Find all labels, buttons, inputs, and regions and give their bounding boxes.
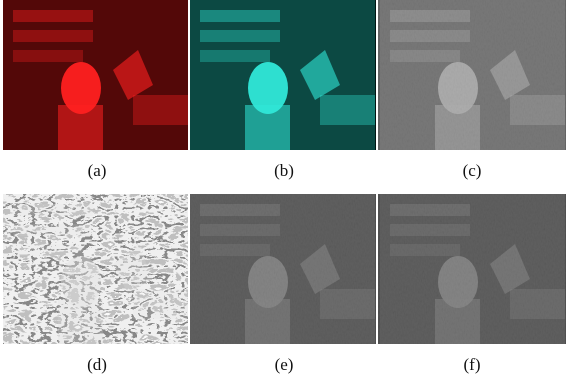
figure: (a) (b) (c) (d) (e) (f) (0, 0, 570, 383)
caption: (a) (88, 161, 107, 180)
page: (a) (b) (c) (d) (e) (f) (() => { const d… (0, 0, 570, 383)
caption: (f) (464, 355, 481, 374)
panel-c (378, 0, 566, 150)
panel-a (3, 0, 188, 150)
panel-f (378, 194, 566, 344)
panel-e (190, 194, 376, 344)
caption: (c) (463, 161, 482, 180)
caption: (d) (87, 355, 107, 374)
caption: (e) (275, 355, 294, 374)
caption: (b) (274, 161, 294, 180)
panel-b (190, 0, 376, 150)
panel-d (3, 194, 188, 344)
